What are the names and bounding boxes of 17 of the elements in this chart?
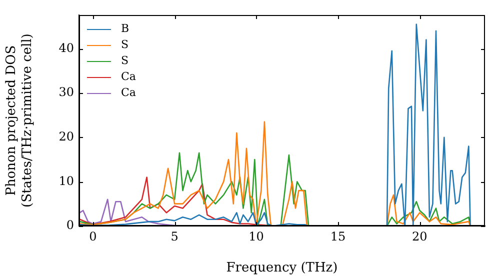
y-axis-title: Phonon projected DOS (States/THz·primitive cell) — [4, 33, 35, 208]
y-tick-label: 40 — [58, 40, 74, 55]
y-tick-label: 10 — [58, 174, 74, 188]
legend-label: S — [121, 37, 129, 53]
x-tick-label: 5 — [170, 229, 178, 244]
legend-label: S — [121, 53, 129, 69]
x-tick-label: 10 — [248, 229, 264, 244]
y-tick-label: 30 — [58, 85, 74, 100]
x-axis-title: Frequency (THz) — [226, 260, 338, 276]
x-tick-label: 20 — [412, 229, 428, 244]
y-tick-label: 20 — [58, 129, 74, 144]
legend-label: Ca — [121, 69, 136, 85]
x-tick-label: 15 — [330, 229, 346, 244]
x-tick-label: 0 — [89, 229, 97, 244]
legend-label: Ca — [121, 85, 136, 101]
y-tick-label: 0 — [66, 218, 74, 232]
legend-label: B — [121, 21, 130, 37]
